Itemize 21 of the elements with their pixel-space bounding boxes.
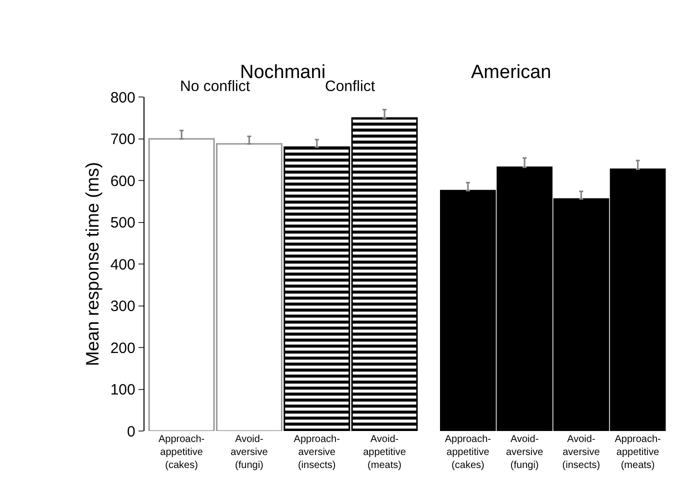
x-tick-label: Approach- appetitive (cakes): [444, 434, 492, 471]
text: No conflict: [180, 78, 251, 95]
y-tick-label: 600: [110, 172, 136, 190]
y-tick-label: 0: [127, 423, 136, 440]
x-tick-label: Approach- aversive (insects): [294, 434, 340, 471]
x-tick-label: Avoid- appetitive (meats): [363, 434, 406, 471]
x-tick-label: Approach- appetitive (cakes): [158, 434, 205, 471]
y-tick-label: 400: [110, 256, 136, 274]
y-tick-label: 200: [110, 340, 136, 357]
y-axis-title: Mean response time (ms): [82, 162, 102, 366]
y-tick-label: 100: [110, 382, 136, 399]
y-tick-label: 700: [110, 131, 136, 148]
x-tick-label: Avoid- aversive (insects): [562, 434, 600, 471]
x-tick-label: Avoid- aversive (fungi): [506, 434, 544, 471]
y-tick-label: 800: [110, 89, 136, 106]
y-tick-label: 500: [110, 214, 136, 232]
series-label: Conflict: [325, 78, 376, 95]
chart-title: American: [471, 62, 552, 83]
x-tick-label: Approach- appetitive (meats): [614, 434, 661, 471]
y-tick-label: 300: [110, 298, 136, 316]
x-tick-label: Avoid- aversive (fungi): [230, 434, 268, 471]
